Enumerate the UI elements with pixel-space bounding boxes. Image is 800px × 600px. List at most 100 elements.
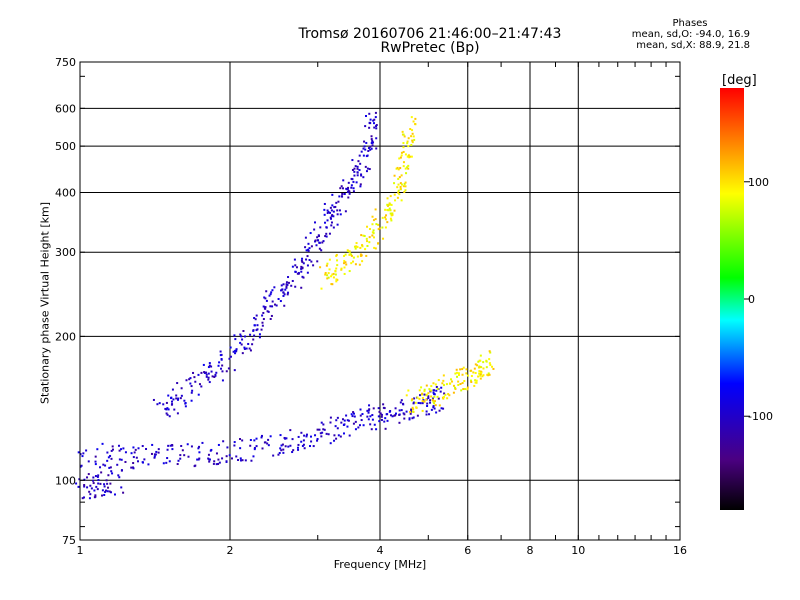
scatter-point	[466, 386, 469, 389]
scatter-point	[448, 394, 451, 397]
scatter-point	[86, 476, 89, 479]
scatter-point	[347, 196, 350, 199]
scatter-point	[474, 381, 477, 384]
scatter-point	[261, 324, 264, 327]
scatter-point	[117, 474, 120, 477]
scatter-point	[326, 277, 329, 280]
scatter-point	[362, 154, 365, 157]
scatter-point	[386, 208, 389, 211]
scatter-point	[282, 283, 285, 286]
scatter-point	[256, 328, 259, 331]
scatter-point	[198, 457, 201, 460]
scatter-point	[305, 258, 308, 261]
scatter-point	[316, 428, 319, 431]
scatter-point	[411, 406, 414, 409]
scatter-point	[253, 439, 256, 442]
scatter-point	[419, 402, 422, 405]
scatter-point	[261, 314, 264, 317]
scatter-point	[207, 457, 210, 460]
scatter-point	[153, 456, 156, 459]
y-tick-labels: 75 100 200 300 400 500 600 750	[55, 56, 76, 547]
scatter-point	[485, 360, 488, 363]
scatter-point	[335, 201, 338, 204]
scatter-point	[99, 466, 102, 469]
scatter-point	[342, 424, 345, 427]
scatter-point	[215, 463, 218, 466]
scatter-point	[398, 409, 401, 412]
scatter-point	[427, 392, 430, 395]
scatter-point	[120, 486, 123, 489]
scatter-point	[347, 250, 350, 253]
scatter-point	[287, 445, 290, 448]
scatter-point	[479, 359, 482, 362]
scatter-point	[176, 463, 179, 466]
scatter-point	[384, 208, 387, 211]
scatter-point	[141, 461, 144, 464]
scatter-point	[88, 497, 91, 500]
scatter-point	[310, 245, 313, 248]
scatter-point	[388, 207, 391, 210]
scatter-point	[202, 363, 205, 366]
scatter-point	[353, 170, 356, 173]
scatter-point	[361, 413, 364, 416]
scatter-point	[242, 330, 245, 333]
scatter-point	[243, 346, 246, 349]
scatter-point	[89, 484, 92, 487]
scatter-point	[326, 209, 329, 212]
scatter-point	[465, 372, 468, 375]
scatter-point	[94, 463, 97, 466]
scatter-point	[297, 443, 300, 446]
scatter-point	[193, 376, 196, 379]
scatter-point	[352, 411, 355, 414]
scatter-point	[172, 398, 175, 401]
scatter-point	[191, 389, 194, 392]
scatter-point	[345, 263, 348, 266]
scatter-point	[179, 397, 182, 400]
scatter-point	[360, 234, 363, 237]
scatter-point	[165, 408, 168, 411]
scatter-point	[310, 440, 313, 443]
scatter-point	[294, 264, 297, 267]
scatter-point	[180, 394, 183, 397]
scatter-point	[287, 281, 290, 284]
scatter-point	[297, 448, 300, 451]
scatter-point	[399, 188, 402, 191]
scatter-point	[343, 254, 346, 257]
scatter-point	[352, 412, 355, 415]
scatter-point	[323, 202, 326, 205]
scatter-point	[153, 455, 156, 458]
scatter-point	[280, 444, 283, 447]
scatter-point	[403, 190, 406, 193]
scatter-point	[196, 458, 199, 461]
scatter-point	[372, 219, 375, 222]
scatter-point	[316, 236, 319, 239]
scatter-point	[253, 334, 256, 337]
scatter-point	[358, 263, 361, 266]
scatter-point	[466, 374, 469, 377]
scatter-point	[464, 388, 467, 391]
scatter-point	[94, 455, 97, 458]
scatter-point	[400, 174, 403, 177]
scatter-point	[330, 275, 333, 278]
scatter-point	[356, 171, 359, 174]
scatter-point	[358, 424, 361, 427]
scatter-point	[369, 118, 372, 121]
scatter-point	[130, 466, 133, 469]
scatter-point	[416, 396, 419, 399]
scatter-point	[94, 495, 97, 498]
scatter-point	[350, 413, 353, 416]
scatter-point	[321, 241, 324, 244]
x-tick-label: 1	[77, 544, 84, 557]
scatter-point	[430, 389, 433, 392]
scatter-point	[235, 455, 238, 458]
scatter-point	[332, 276, 335, 279]
phases-info: Phases mean, sd,O: -94.0, 16.9 mean, sd,…	[600, 18, 750, 51]
scatter-point	[356, 246, 359, 249]
scatter-point	[263, 441, 266, 444]
scatter-point	[358, 169, 361, 172]
scatter-point	[87, 460, 90, 463]
scatter-point	[124, 460, 127, 463]
scatter-point	[282, 294, 285, 297]
scatter-point	[217, 443, 220, 446]
scatter-point	[304, 246, 307, 249]
